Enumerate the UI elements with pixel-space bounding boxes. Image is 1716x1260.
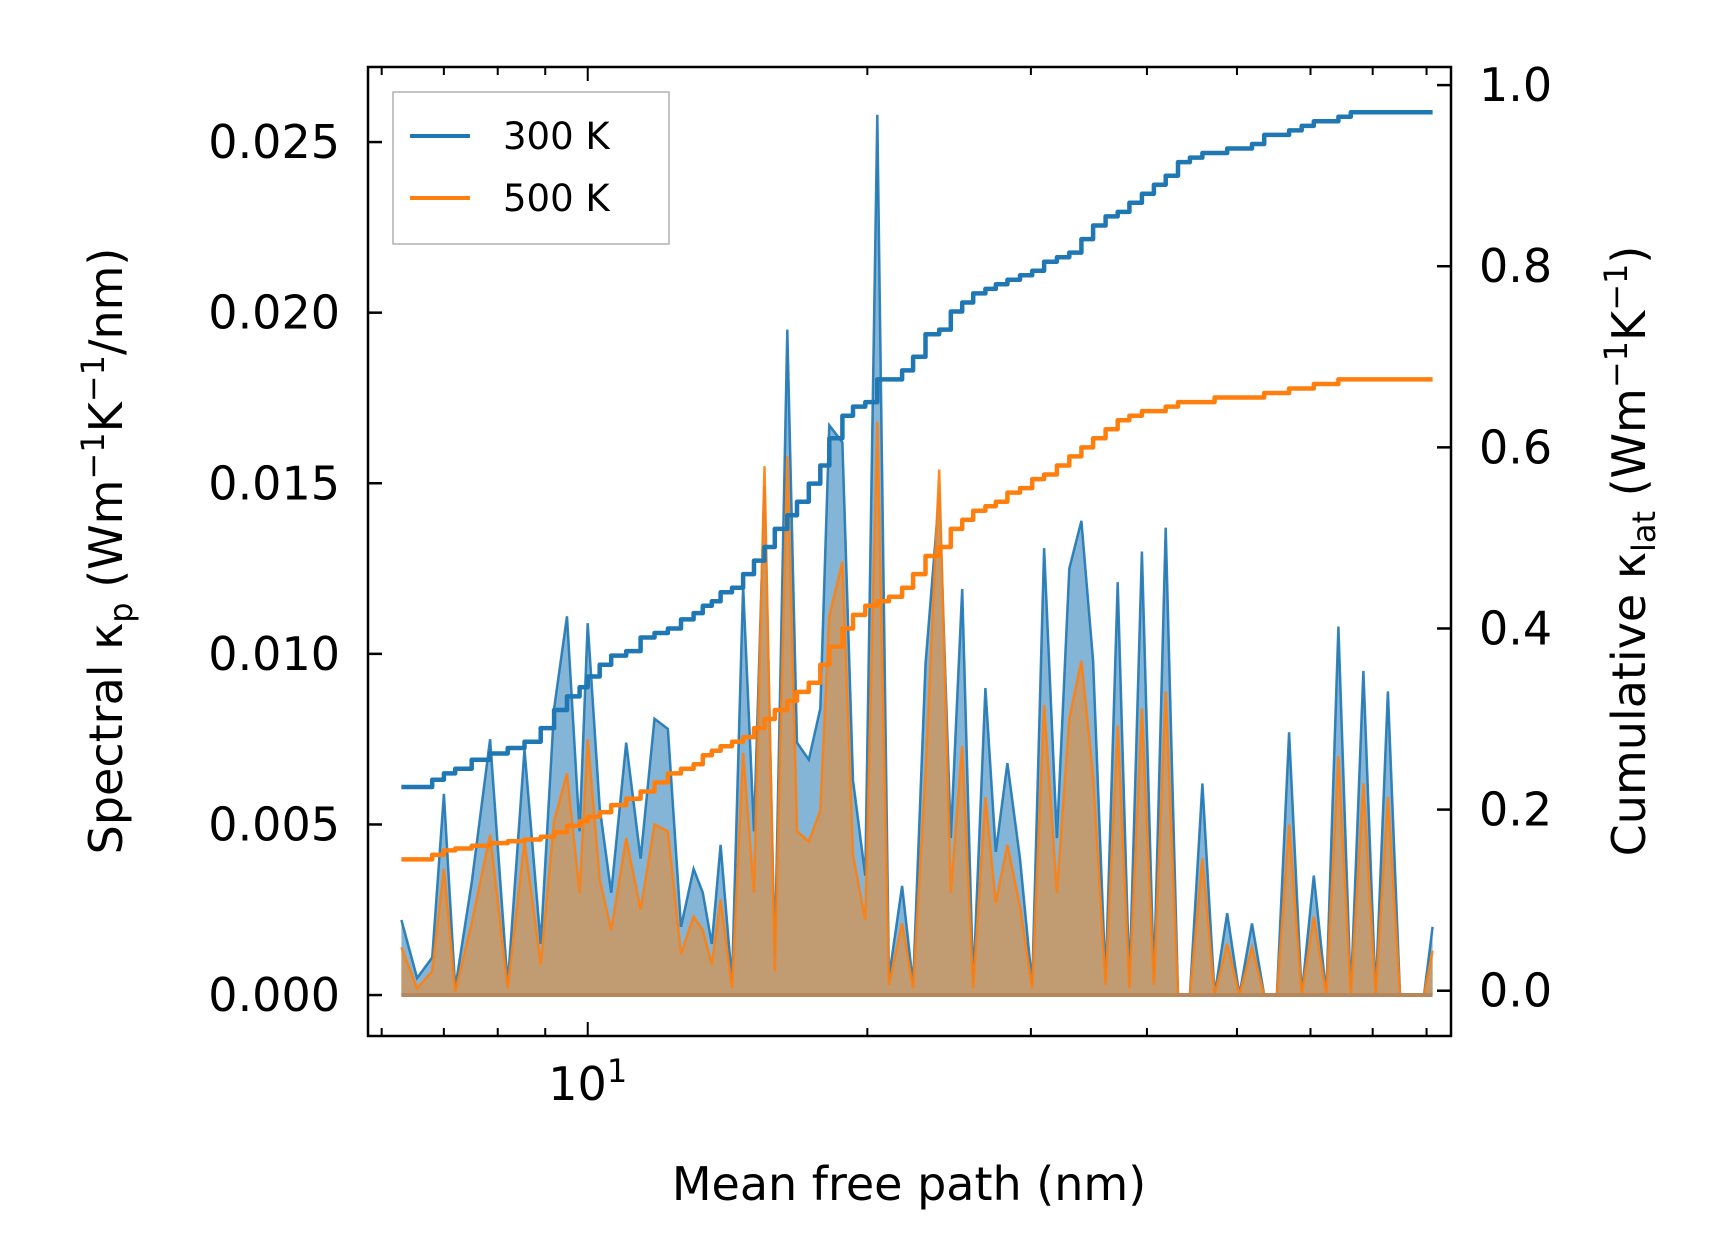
y-tick-label: 0.020: [208, 286, 340, 340]
series-line-layer: [401, 110, 1433, 862]
y-tick-label: 0.025: [208, 115, 340, 169]
spectral-area-300k: [401, 114, 1433, 996]
y-axis-label: Spectral κp (Wm−1K−1/nm): [74, 248, 140, 855]
cumulative-line-300k: [401, 110, 1433, 790]
y2-axis-label: Cumulative κlat (Wm−1K−1): [1597, 246, 1663, 857]
y2-tick-label: 0.0: [1479, 964, 1552, 1018]
legend-label-300k: 300 K: [503, 115, 611, 158]
y2-tick-label: 0.4: [1479, 601, 1552, 655]
y-tick-label: 0.010: [208, 627, 340, 681]
y2-tick-label: 0.2: [1479, 783, 1552, 837]
x-tick-label: 101: [548, 1052, 627, 1111]
y2-tick-label: 0.8: [1479, 239, 1552, 293]
y2-tick-label: 1.0: [1479, 58, 1552, 112]
legend: 300 K 500 K: [392, 91, 670, 245]
cumulative-line-500k: [401, 377, 1433, 862]
tick-layer: 0.000 0.005 0.010 0.015 0.020 0.025 0.0 0.2 0.4 0…: [208, 58, 1552, 1036]
legend-label-500k: 500 K: [503, 177, 611, 220]
y-tick-label: 0.000: [208, 968, 340, 1022]
y-tick-label: 0.005: [208, 797, 340, 851]
x-axis-label: Mean free path (nm): [672, 1157, 1146, 1211]
plot-frame: [366, 65, 1453, 1038]
y-tick-label: 0.015: [208, 456, 340, 510]
spectral-area-layer: [400, 114, 1434, 998]
y2-tick-label: 0.6: [1479, 420, 1552, 474]
legend-box: [392, 91, 670, 245]
spectral-area-500k: [401, 421, 1433, 996]
